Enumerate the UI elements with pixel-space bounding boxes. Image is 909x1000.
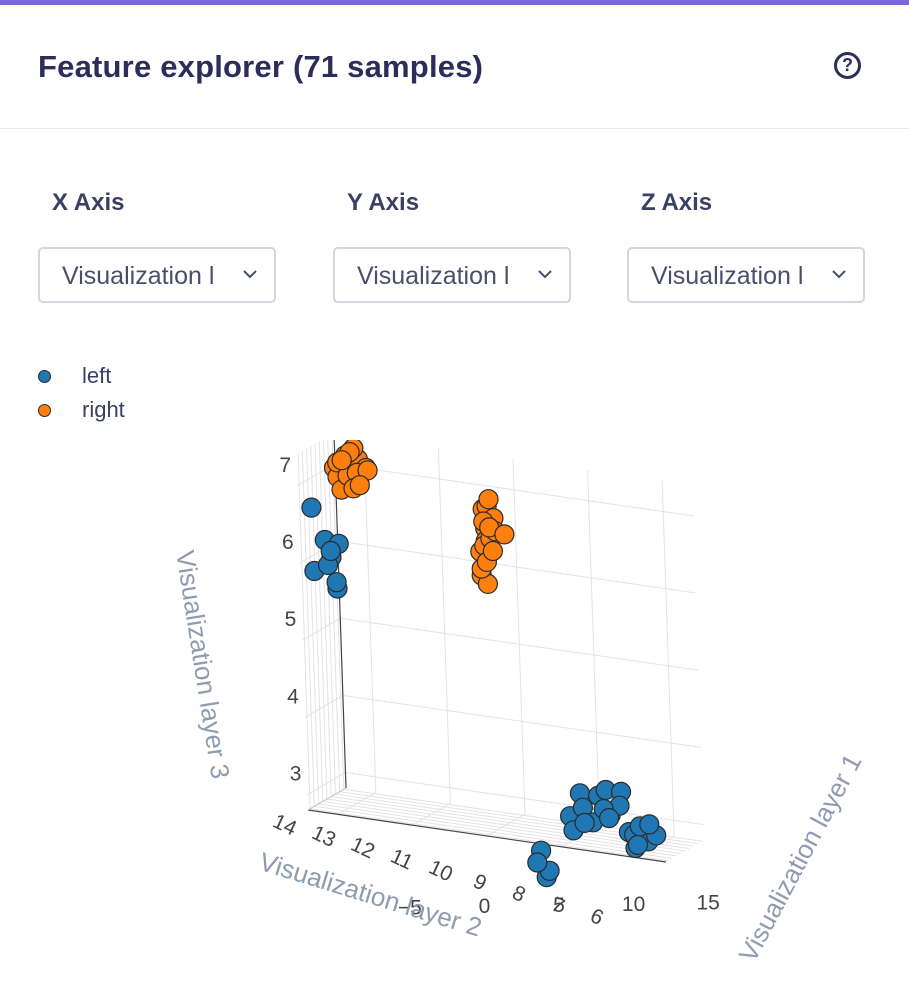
y-tick-label: 14	[269, 810, 300, 841]
y-tick-label: 10	[425, 856, 456, 887]
data-point-left	[320, 540, 341, 562]
accent-bar	[0, 0, 909, 5]
x-tick-label: 10	[622, 893, 645, 916]
grid-line	[345, 772, 704, 826]
y-axis-control: Y Axis Visualization l	[333, 187, 573, 303]
chevron-down-icon	[243, 270, 257, 279]
legend-marker-right	[38, 404, 51, 417]
x-axis-control: X Axis Visualization l	[38, 187, 278, 303]
grid-line	[297, 453, 311, 809]
data-point-right	[494, 524, 515, 545]
legend-label-right: right	[82, 397, 125, 422]
grid-line	[304, 694, 344, 718]
data-point-left	[326, 572, 347, 593]
z-tick-label: 7	[279, 454, 291, 477]
y-axis-label: Y Axis	[347, 189, 420, 216]
x-tick-label: 0	[479, 895, 491, 918]
z-axis-title: Visualization layer 3	[170, 548, 236, 781]
data-point-right	[331, 450, 352, 471]
grid-line	[307, 772, 346, 795]
grid-line	[512, 458, 526, 815]
grid-line	[337, 540, 696, 594]
data-point-left	[574, 812, 595, 834]
legend-label-left: left	[82, 363, 112, 388]
grid-line	[314, 805, 673, 859]
panel-header: Feature explorer (71 samples) ?	[0, 5, 909, 129]
z-axis-select[interactable]: Visualization l	[627, 247, 865, 303]
chevron-down-icon	[538, 270, 552, 279]
data-point-left	[301, 497, 322, 518]
grid-line	[318, 803, 677, 857]
data-point-left	[527, 852, 548, 873]
x-axis-line	[307, 809, 667, 863]
x-axis-label: X Axis	[52, 189, 125, 216]
data-points	[301, 440, 667, 888]
grid-line	[437, 448, 451, 804]
z-tick-label: 5	[285, 608, 297, 631]
legend-item-right[interactable]: right	[36, 396, 176, 430]
chevron-down-icon	[832, 270, 846, 279]
legend-marker-left	[38, 370, 51, 383]
legend-item-left[interactable]: left	[36, 362, 176, 396]
x-axis-select[interactable]: Visualization l	[38, 247, 276, 303]
z-axis-label: Z Axis	[641, 189, 713, 216]
y-tick-label: 12	[347, 833, 378, 864]
y-tick-label: 11	[387, 845, 416, 875]
x-tick-label: 5	[553, 894, 565, 917]
grid-line	[340, 617, 699, 671]
data-point-left	[598, 807, 620, 829]
data-point-left	[627, 834, 649, 856]
grid-line	[661, 480, 675, 836]
grid-line	[363, 440, 377, 793]
grid-line	[322, 800, 681, 854]
chart-legend: left right	[36, 362, 176, 430]
grid-line	[302, 617, 341, 641]
grid-line	[334, 463, 694, 517]
x-axis-select-value: Visualization l	[62, 262, 215, 290]
grid-line	[310, 808, 669, 862]
x-tick-label: −5	[398, 896, 422, 919]
z-axis-select-value: Visualization l	[651, 262, 804, 290]
y-tick-label: 6	[587, 904, 607, 930]
grid-line	[318, 441, 332, 797]
y-axis-select-value: Visualization l	[357, 262, 510, 290]
grid-line	[342, 694, 701, 748]
y-axis-line	[307, 787, 347, 811]
y-axis-select[interactable]: Visualization l	[333, 247, 571, 303]
data-point-right	[349, 475, 370, 496]
help-circle-icon[interactable]: ?	[834, 52, 861, 79]
grid-line	[322, 440, 336, 795]
y-tick-label: 7	[548, 893, 568, 919]
data-point-right	[482, 540, 503, 562]
y-tick-label: 13	[308, 821, 339, 852]
z-tick-label: 3	[290, 763, 302, 786]
x-tick-label: 15	[696, 892, 719, 915]
grid-line	[327, 440, 341, 792]
z-tick-label: 6	[282, 531, 294, 554]
panel-title: Feature explorer (71 samples)	[38, 49, 484, 84]
y-axis-title: Visualization layer 2	[256, 846, 485, 942]
z-axis-control: Z Axis Visualization l	[627, 187, 867, 303]
y-tick-label: 8	[509, 881, 529, 907]
x-axis-title: Visualization layer 1	[733, 749, 868, 967]
z-tick-label: 4	[287, 685, 299, 708]
y-tick-label: 9	[470, 870, 490, 896]
grid-line	[587, 469, 601, 825]
data-point-left	[639, 814, 660, 835]
grid-line	[326, 798, 686, 852]
plot-grid	[296, 440, 704, 863]
data-point-right	[478, 489, 499, 510]
